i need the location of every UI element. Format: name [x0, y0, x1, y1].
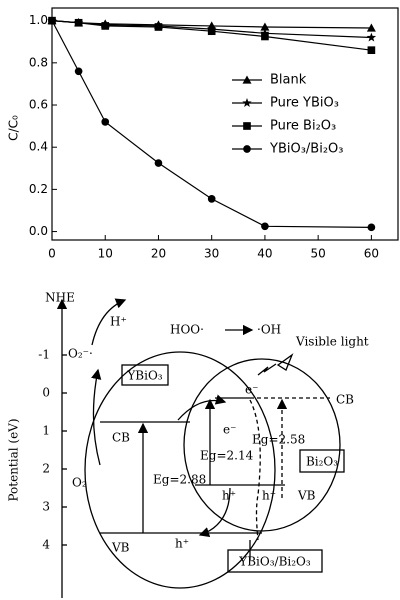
- hole-transfer: [198, 487, 231, 538]
- band-diagram: NHE Potential (eV) H⁺ HOO· ·OH O₂⁻· O₂ Y…: [7, 291, 369, 598]
- legend-label: Pure Bi₂O₃: [270, 119, 336, 134]
- eg-ybio3: Eg=2.88: [153, 473, 206, 487]
- marker: [154, 159, 163, 167]
- marker: [74, 18, 83, 27]
- legend-label: Blank: [270, 73, 307, 88]
- cb-bi2o3: CB: [336, 393, 354, 407]
- axis-title: NHE: [45, 291, 75, 305]
- o2-radical: O₂⁻·: [68, 347, 93, 361]
- light-bolt: [257, 363, 277, 376]
- composite-box: [227, 549, 323, 573]
- marker: [101, 118, 110, 126]
- h-plus: H⁺: [110, 315, 127, 329]
- hole: h⁺: [175, 537, 189, 551]
- radical-arrow: [91, 298, 127, 346]
- legend-label: Pure YBiO₃: [270, 96, 339, 111]
- marker: [243, 122, 251, 130]
- marker: [154, 23, 163, 31]
- light-label: Visible light: [295, 335, 369, 349]
- potential-tick-label: -1: [38, 348, 50, 362]
- bi2o3-box: [299, 449, 345, 473]
- marker: [243, 145, 251, 153]
- hole: h⁺: [262, 489, 276, 503]
- plot-frame: [51, 7, 399, 241]
- eg-bi2o3: Eg=2.58: [252, 433, 305, 447]
- y-tick-label: 0.2: [29, 182, 48, 196]
- composite-label: YBiO₃/Bi₂O₃: [238, 555, 311, 569]
- ybio3-label: YBiO₃: [126, 369, 162, 383]
- marker: [260, 22, 270, 31]
- ybio3-box: [121, 364, 169, 386]
- x-tick-label: 40: [257, 247, 272, 261]
- axis-label: Potential (eV): [7, 418, 21, 501]
- y-tick-label: 0.8: [29, 55, 48, 69]
- z-path: [249, 399, 261, 541]
- x-tick-label: 30: [204, 247, 219, 261]
- potential-tick-label: 4: [42, 538, 50, 552]
- marker: [366, 32, 377, 42]
- legend-label: YBiO₃/Bi₂O₃: [269, 142, 343, 157]
- electron: e⁻: [245, 383, 258, 397]
- x-tick-label: 10: [98, 247, 113, 261]
- cb-ybio3: CB: [112, 431, 130, 445]
- marker: [207, 27, 216, 36]
- hole: h⁺: [222, 489, 236, 503]
- potential-tick-label: 1: [42, 424, 50, 438]
- potential-tick-label: 2: [42, 462, 50, 476]
- o2-reduction: [91, 368, 102, 466]
- marker: [242, 75, 252, 84]
- marker: [207, 195, 216, 203]
- y-tick-label: 0.0: [29, 224, 48, 238]
- marker: [367, 46, 376, 55]
- x-tick-label: 20: [151, 247, 166, 261]
- potential-tick-label: 0: [42, 386, 50, 400]
- electron: e⁻: [223, 423, 236, 437]
- marker: [261, 32, 269, 41]
- o2: O₂: [72, 476, 87, 490]
- y-tick-label: 0.6: [29, 98, 48, 112]
- y-tick-label: 1.0: [29, 13, 48, 27]
- marker: [242, 98, 252, 107]
- y-axis-label: C/C₀: [7, 115, 21, 141]
- bi2o3-particle: [183, 358, 341, 532]
- vb-bi2o3: VB: [297, 489, 316, 503]
- marker: [48, 16, 56, 25]
- vb-ybio3: VB: [111, 541, 130, 555]
- eg-bi2o3: Eg=2.14: [200, 449, 254, 463]
- oh: ·OH: [257, 323, 281, 337]
- marker: [74, 67, 83, 76]
- marker: [367, 223, 376, 232]
- hoo: HOO·: [170, 323, 204, 337]
- marker: [366, 23, 376, 32]
- y-tick-label: 0.4: [29, 140, 48, 154]
- x-tick-label: 50: [311, 247, 326, 261]
- x-tick-label: 60: [364, 247, 379, 261]
- x-tick-label: 0: [48, 247, 56, 261]
- marker: [101, 22, 110, 30]
- ybio3-particle: [84, 351, 276, 589]
- electron-transfer: [177, 394, 227, 421]
- bi2o3-label: Bi₂O₃: [306, 455, 338, 469]
- potential-tick-label: 3: [42, 500, 50, 514]
- marker: [261, 222, 269, 231]
- light-bolt-head: [276, 353, 294, 371]
